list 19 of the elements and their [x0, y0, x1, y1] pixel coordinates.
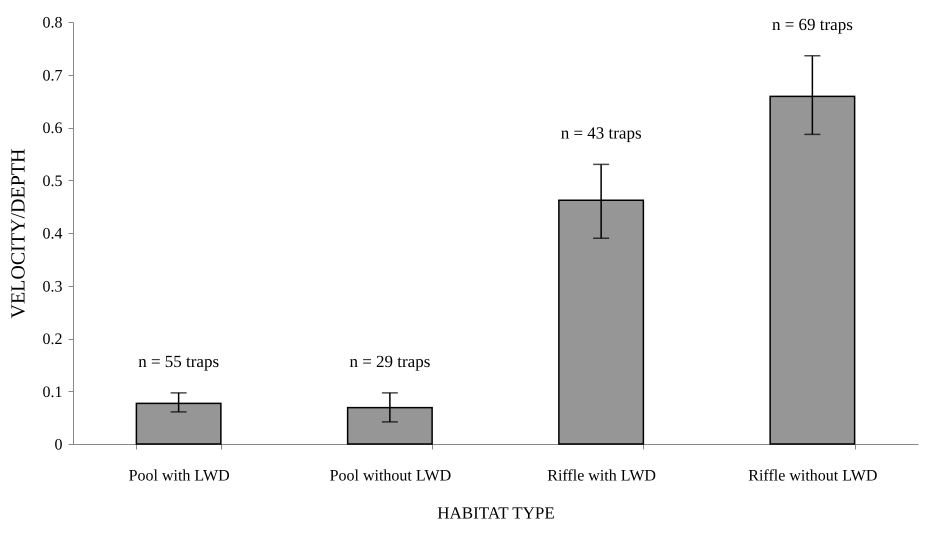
annotation: n = 55 traps — [138, 352, 220, 371]
y-tick-label: 0.2 — [42, 331, 62, 348]
y-tick-label: 0.4 — [42, 226, 62, 242]
y-axis-title: VELOCITY/DEPTH — [8, 148, 30, 318]
x-tick-label: Riffle with LWD — [547, 468, 656, 484]
annotation: n = 43 traps — [560, 123, 642, 142]
y-tick-label: 0.3 — [42, 278, 62, 296]
x-axis-title: HABITAT TYPE — [437, 504, 555, 522]
y-tick-label: 0.6 — [42, 120, 62, 137]
annotation: n = 29 traps — [349, 352, 430, 371]
x-tick-label: Pool without LWD — [330, 468, 452, 484]
y-tick-label: 0 — [54, 436, 62, 454]
x-tick-label: Pool with LWD — [128, 468, 230, 484]
annotation: n = 69 traps — [772, 14, 853, 34]
y-tick-label: 0.7 — [42, 67, 62, 84]
y-tick-label: 0.8 — [42, 14, 62, 32]
x-tick-label: Riffle without LWD — [748, 468, 878, 484]
y-tick-label: 0.1 — [42, 384, 62, 401]
y-tick-label: 0.5 — [42, 172, 62, 190]
